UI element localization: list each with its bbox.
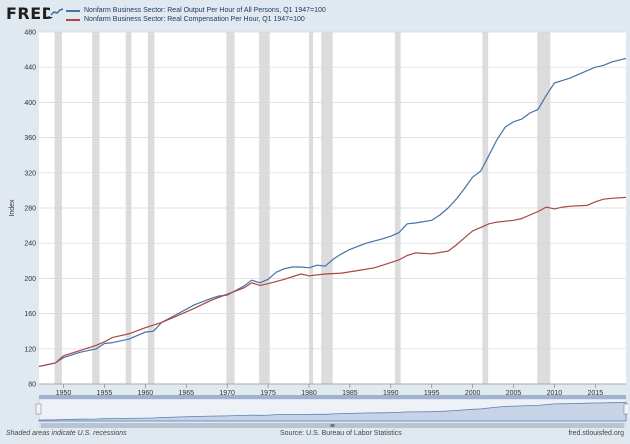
navigator-left-handle[interactable]: [35, 403, 42, 415]
y-tick-label-240: 240: [24, 241, 36, 248]
y-tick-label-480: 480: [24, 30, 36, 37]
legend-swatch-compensation: [66, 18, 80, 21]
y-tick-label-280: 280: [24, 206, 36, 213]
navigator-range-bar[interactable]: [39, 395, 626, 399]
y-tick-label-360: 360: [24, 135, 36, 142]
x-tick-label-1955: 1955: [97, 390, 113, 397]
x-tick-label-1970: 1970: [219, 390, 235, 397]
x-tick-label-2015: 2015: [588, 390, 604, 397]
legend-item-compensation[interactable]: Nonfarm Business Sector: Real Compensati…: [66, 15, 326, 24]
x-tick-label-2010: 2010: [547, 390, 563, 397]
y-tick-label-120: 120: [24, 346, 36, 353]
fred-logo[interactable]: FRED: [6, 4, 56, 23]
x-tick-label-1995: 1995: [424, 390, 440, 397]
x-tick-label-1950: 1950: [56, 390, 72, 397]
site-link[interactable]: fred.stlouisfed.org: [568, 430, 624, 437]
x-tick-label-2000: 2000: [465, 390, 481, 397]
navigator-right-handle[interactable]: [623, 403, 628, 415]
chart-footer: Shaded areas indicate U.S. recessions So…: [2, 430, 628, 442]
x-tick-label-2005: 2005: [506, 390, 522, 397]
legend-swatch-output: [66, 9, 80, 12]
line-chart[interactable]: 80 120 160 200 240 280 320 360 400 440 480 Index 195…: [2, 2, 628, 428]
recession-note: Shaded areas indicate U.S. recessions: [6, 430, 127, 437]
x-tick-label-1965: 1965: [178, 390, 194, 397]
navigator-series: [38, 402, 627, 422]
y-tick-label-440: 440: [24, 65, 36, 72]
y-tick-label-80: 80: [28, 382, 36, 389]
series-line-output[interactable]: [38, 57, 627, 367]
y-tick-label-400: 400: [24, 100, 36, 107]
trend-line-icon: [50, 7, 64, 17]
legend-label-output: Nonfarm Business Sector: Real Output Per…: [84, 7, 326, 14]
x-tick-label-1975: 1975: [260, 390, 276, 397]
chart-header: FRED Nonfarm Business Sector: Real Outpu…: [2, 2, 628, 32]
x-tick-label-1980: 1980: [301, 390, 317, 397]
source-note: Source: U.S. Bureau of Labor Statistics: [280, 430, 402, 437]
y-tick-label-320: 320: [24, 170, 36, 177]
chart-legend: Nonfarm Business Sector: Real Output Per…: [66, 6, 326, 24]
navigator-scrollbar-grip: [330, 424, 335, 427]
y-tick-label-160: 160: [24, 311, 36, 318]
series-line-compensation[interactable]: [38, 196, 627, 367]
legend-item-output[interactable]: Nonfarm Business Sector: Real Output Per…: [66, 6, 326, 15]
y-tick-label-200: 200: [24, 276, 36, 283]
x-tick-label-1990: 1990: [383, 390, 399, 397]
x-tick-label-1960: 1960: [138, 390, 154, 397]
x-tick-label-1985: 1985: [342, 390, 358, 397]
y-axis-label: Index: [9, 199, 16, 217]
legend-label-compensation: Nonfarm Business Sector: Real Compensati…: [84, 16, 305, 23]
